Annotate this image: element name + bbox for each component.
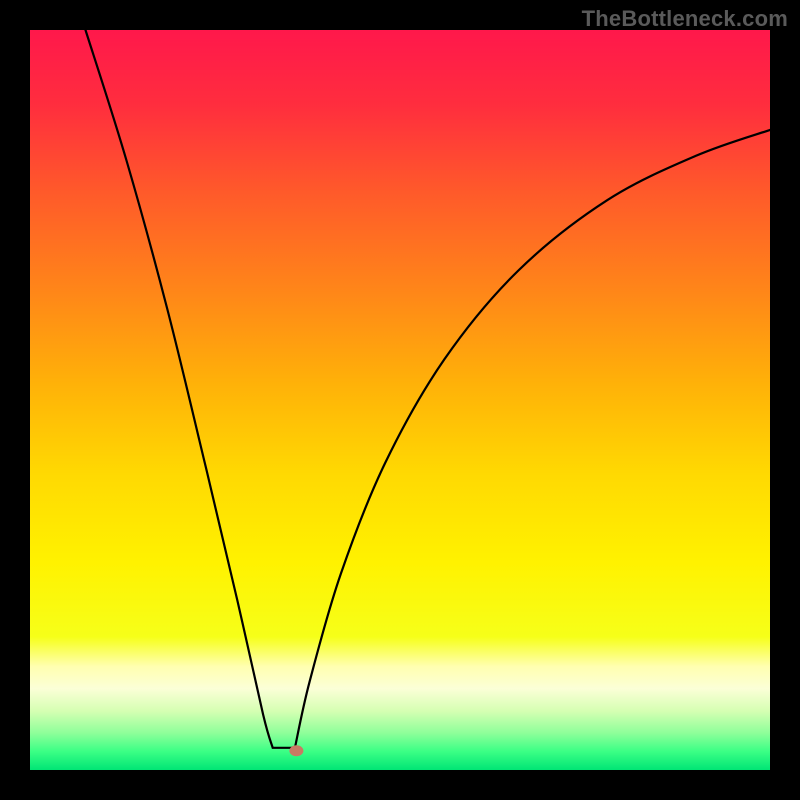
optimal-point-marker xyxy=(289,745,303,756)
bottleneck-chart xyxy=(0,0,800,800)
chart-container: TheBottleneck.com xyxy=(0,0,800,800)
watermark-text: TheBottleneck.com xyxy=(582,6,788,32)
plot-background xyxy=(30,30,770,770)
